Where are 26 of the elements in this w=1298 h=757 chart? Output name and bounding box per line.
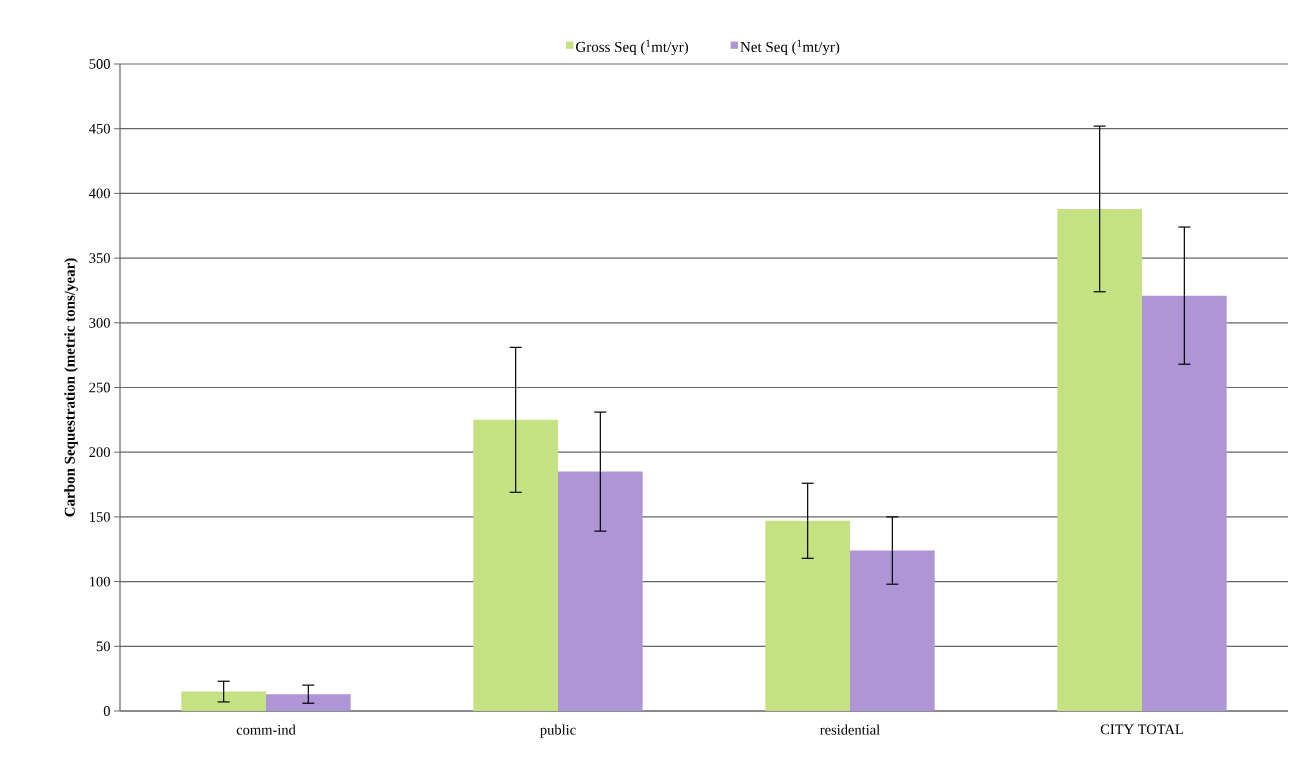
- bar: [850, 550, 935, 711]
- y-tick-label: 50: [96, 641, 110, 652]
- x-tick-label: comm-ind: [236, 724, 296, 735]
- y-tick-label: 200: [89, 447, 110, 458]
- y-tick-label: 0: [103, 706, 110, 716]
- y-tick-label: 100: [90, 576, 110, 587]
- y-tick-label: 150: [90, 512, 110, 522]
- y-tick-label: 500: [89, 59, 110, 69]
- y-tick-label: 300: [89, 317, 110, 328]
- y-tick-label: 450: [89, 123, 110, 134]
- legend-label: Net Seq ($^{1}$mt/yr): [740, 39, 840, 56]
- x-tick-label: residential: [820, 724, 880, 735]
- x-tick-label: public: [540, 724, 576, 738]
- bar: [266, 694, 351, 711]
- x-tick-label: CITY TOTAL: [1100, 724, 1183, 735]
- legend-label: Gross Seq ($^{1}$mt/yr): [576, 39, 689, 56]
- bar: [1057, 208, 1142, 711]
- y-tick-label: 400: [89, 188, 110, 199]
- bar: [181, 691, 266, 711]
- bar: [558, 471, 643, 711]
- bar: [765, 520, 850, 711]
- bar: [473, 419, 558, 711]
- bar: [1142, 295, 1227, 711]
- y-tick-label: 250: [89, 382, 110, 393]
- y-tick-label: 350: [89, 253, 110, 263]
- y-axis-title: Carbon Sequestration (metric tons/year): [64, 258, 78, 517]
